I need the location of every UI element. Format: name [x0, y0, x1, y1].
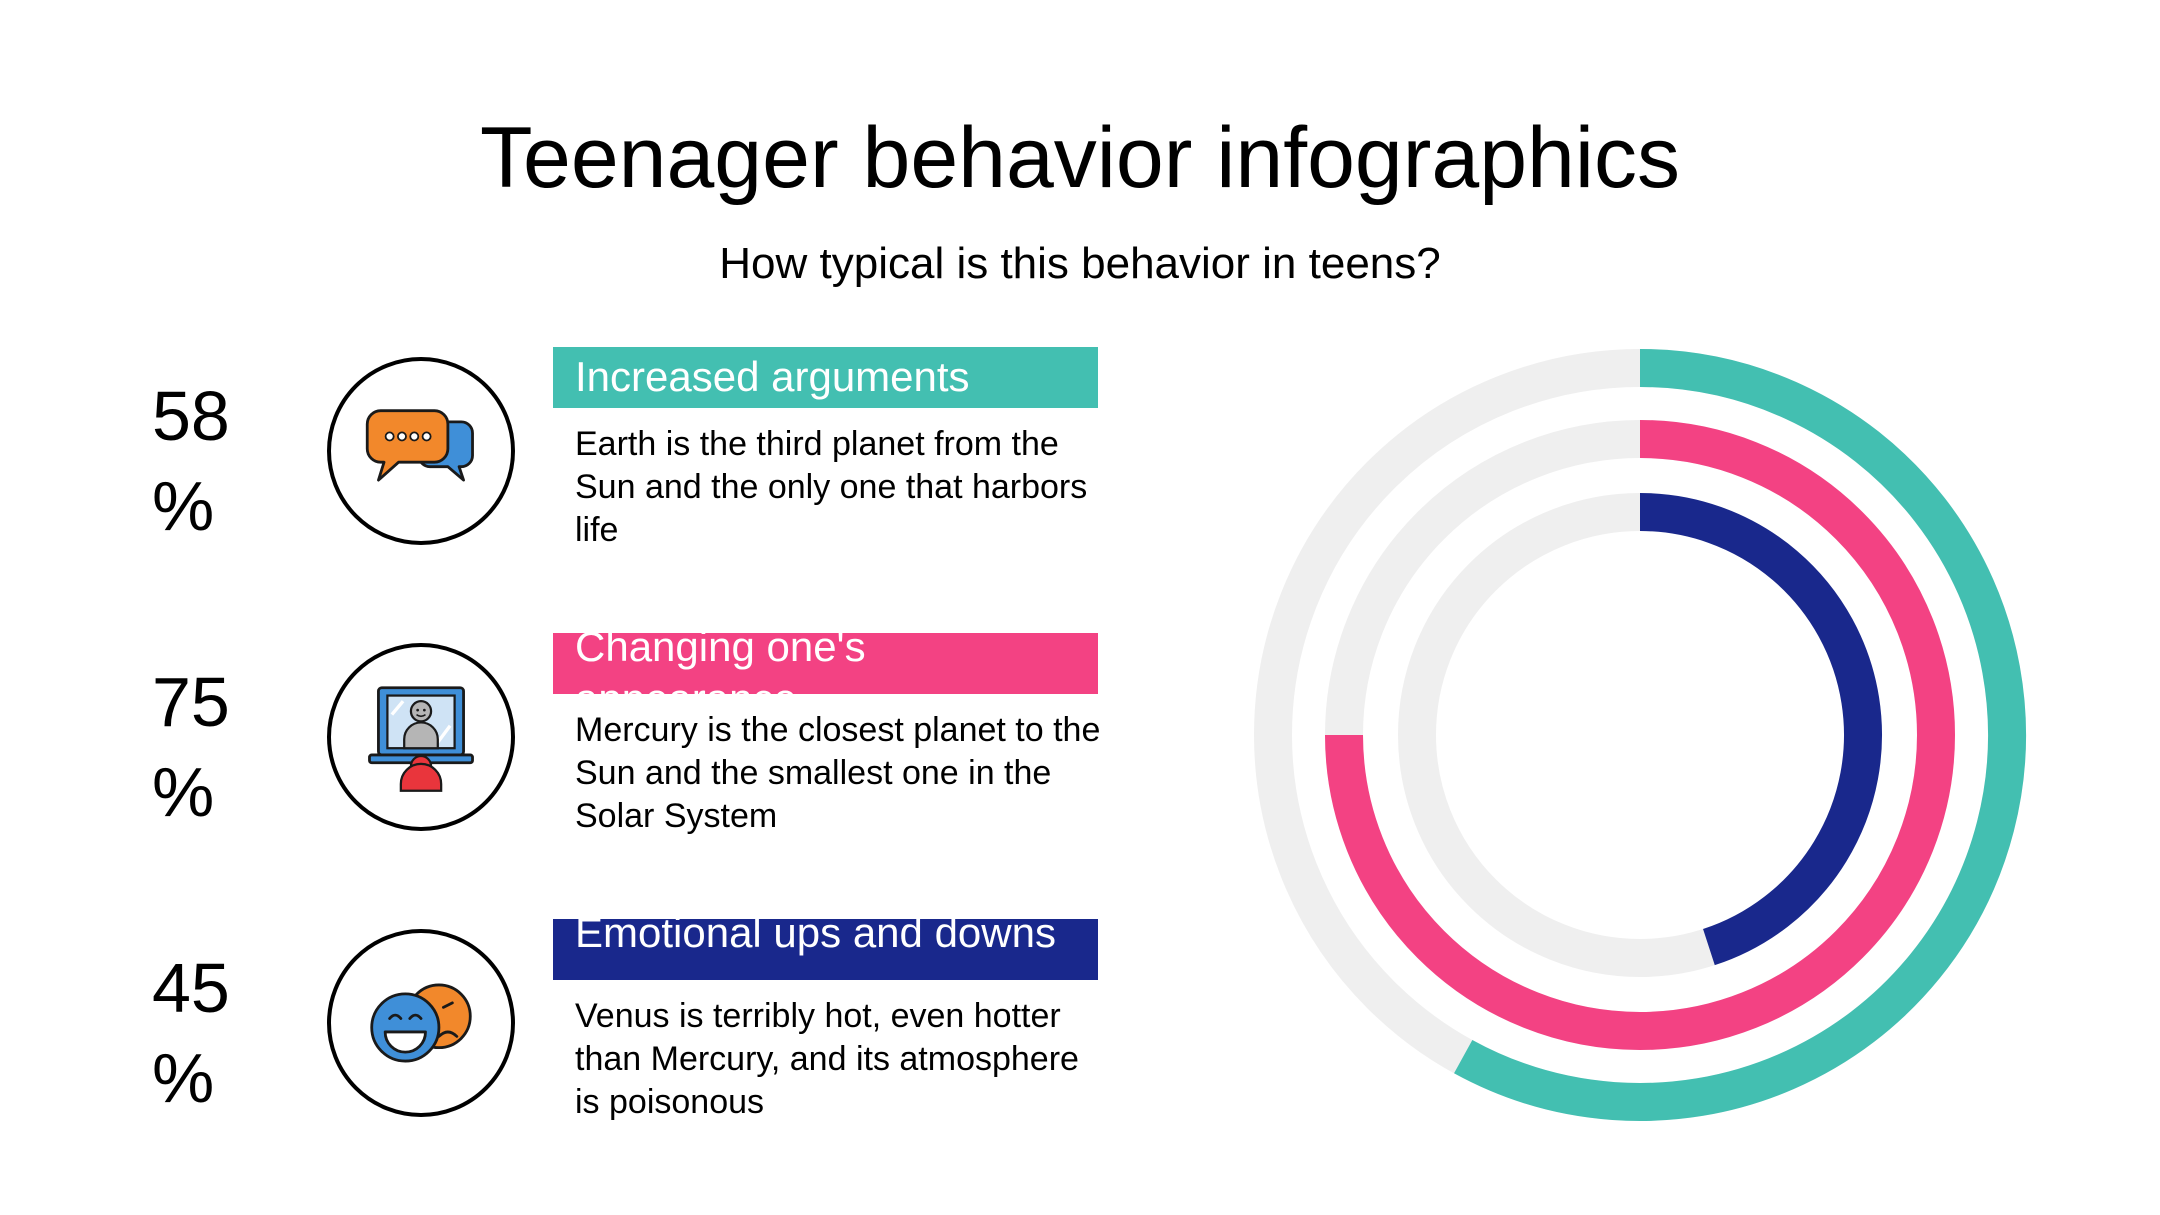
- radial-progress-chart: [1254, 349, 2026, 1121]
- item-description: Venus is terribly hot, even hotter than …: [575, 997, 1079, 1121]
- item-label-bar: Changing one's appearance: [553, 633, 1098, 694]
- percentage-number: 45: [152, 949, 230, 1027]
- mirror-person-icon: [368, 686, 474, 792]
- item-label: Emotional ups and downs: [575, 919, 1056, 956]
- item-label-bar: Emotional ups and downs: [553, 919, 1098, 980]
- icon-circle: [327, 643, 515, 831]
- item-description: Mercury is the closest planet to the Sun…: [575, 711, 1101, 835]
- item-label-bar: Increased arguments: [553, 347, 1098, 408]
- item-description: Earth is the third planet from the Sun a…: [575, 425, 1088, 549]
- ring-arc-1: [1454, 349, 2026, 1121]
- happy-sad-faces-icon: [370, 983, 472, 1063]
- percentage-number: 58: [152, 377, 230, 455]
- ring-arc-2: [1325, 420, 1955, 1050]
- percentage-unit: %: [152, 753, 215, 831]
- percentage-unit: %: [152, 1039, 215, 1117]
- icon-circle: [327, 357, 515, 545]
- percentage-unit: %: [152, 467, 215, 545]
- percentage-number: 75: [152, 663, 230, 741]
- page-title: Teenager behavior infographics: [479, 110, 1680, 206]
- ring-arc-3: [1639, 493, 1882, 966]
- behavior-item-appearance: 75 % Changing one's appearance Mercury i…: [0, 633, 1120, 863]
- behavior-item-arguments: 58 % Increased arguments Earth is the th…: [0, 347, 1120, 577]
- item-label: Changing one's appearance: [575, 633, 866, 694]
- percentage-value: 75 %: [152, 657, 282, 837]
- speech-bubbles-icon: [365, 409, 474, 482]
- percentage-value: 58 %: [152, 371, 282, 551]
- icon-circle: [327, 929, 515, 1117]
- page-subtitle: How typical is this behavior in teens?: [719, 239, 1441, 288]
- percentage-value: 45 %: [152, 943, 282, 1123]
- behavior-item-emotions: 45 % Emotional ups and downs Venus is te…: [0, 919, 1120, 1149]
- item-label: Increased arguments: [575, 353, 970, 400]
